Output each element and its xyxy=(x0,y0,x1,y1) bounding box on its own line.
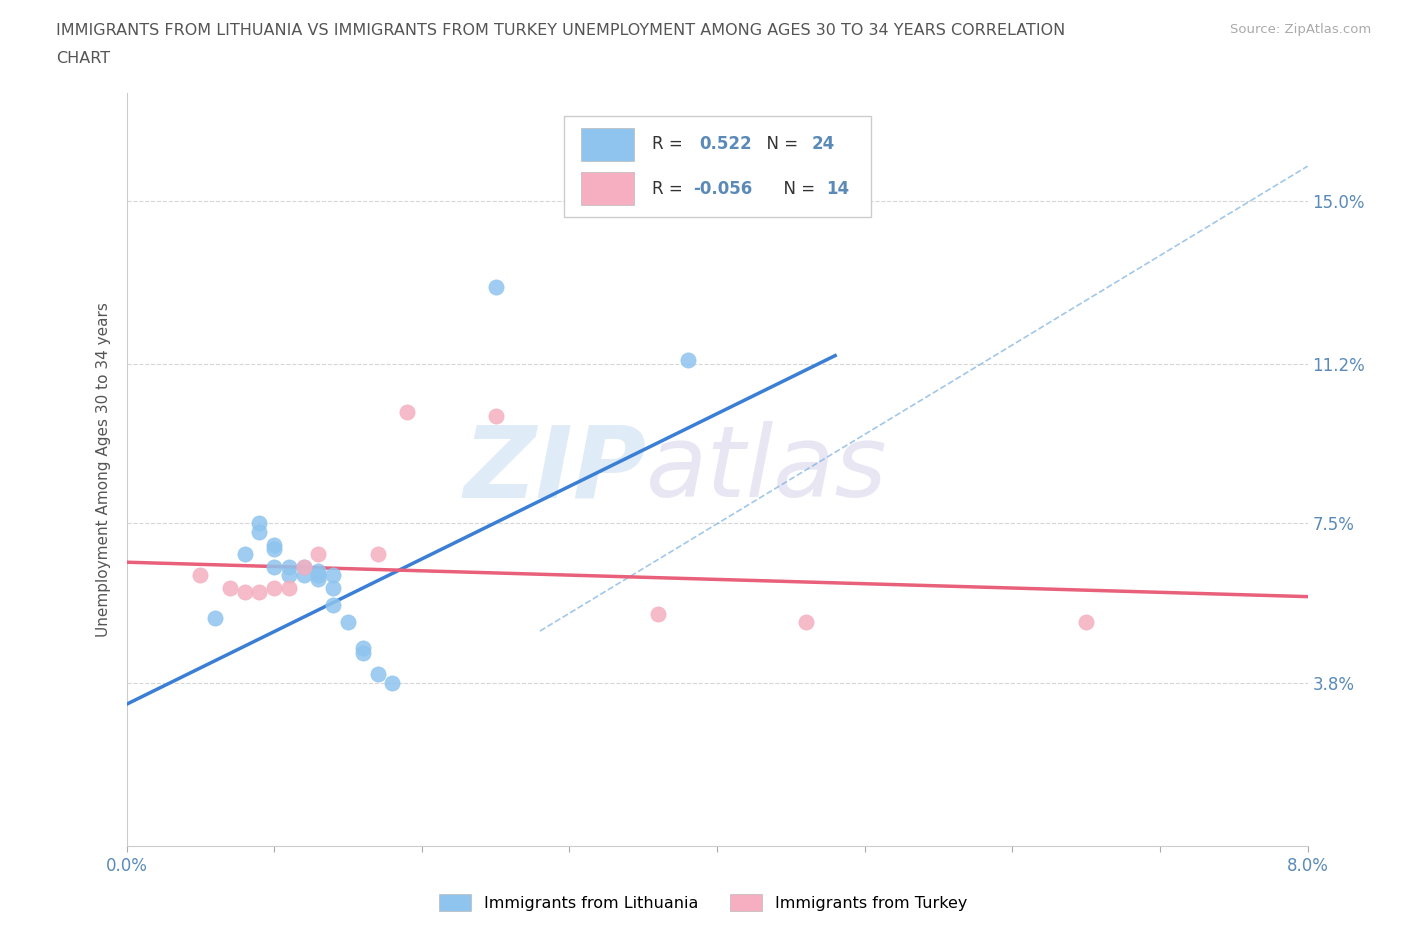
Text: R =: R = xyxy=(652,135,693,153)
Point xyxy=(307,567,329,582)
Point xyxy=(219,580,242,595)
Point xyxy=(322,567,344,582)
Text: 0.522: 0.522 xyxy=(699,135,752,153)
Point xyxy=(1076,615,1098,630)
Point xyxy=(188,567,212,582)
Point xyxy=(249,516,271,531)
Point xyxy=(322,598,344,613)
Point xyxy=(204,611,226,626)
Legend: Immigrants from Lithuania, Immigrants from Turkey: Immigrants from Lithuania, Immigrants fr… xyxy=(433,888,973,917)
Text: R =: R = xyxy=(652,179,688,198)
Point xyxy=(337,615,360,630)
Point xyxy=(233,585,256,600)
Text: CHART: CHART xyxy=(56,51,110,66)
FancyBboxPatch shape xyxy=(581,127,634,161)
Point xyxy=(263,538,285,552)
Point xyxy=(263,559,285,574)
Point xyxy=(292,559,315,574)
Point xyxy=(278,567,301,582)
Point xyxy=(396,405,419,419)
Point xyxy=(263,542,285,557)
Point xyxy=(292,559,315,574)
Point xyxy=(381,675,404,690)
Point xyxy=(322,580,344,595)
FancyBboxPatch shape xyxy=(581,172,634,206)
Point xyxy=(352,641,374,656)
Point xyxy=(367,667,389,682)
Text: atlas: atlas xyxy=(647,421,887,518)
Point xyxy=(292,567,315,582)
Text: Source: ZipAtlas.com: Source: ZipAtlas.com xyxy=(1230,23,1371,36)
Point xyxy=(484,408,508,423)
Point xyxy=(263,580,285,595)
Point xyxy=(249,525,271,539)
Point xyxy=(249,585,271,600)
Point xyxy=(307,564,329,578)
Text: 24: 24 xyxy=(811,135,835,153)
Text: N =: N = xyxy=(772,179,820,198)
Text: ZIP: ZIP xyxy=(463,421,647,518)
Y-axis label: Unemployment Among Ages 30 to 34 years: Unemployment Among Ages 30 to 34 years xyxy=(96,302,111,637)
Point xyxy=(794,615,817,630)
Text: N =: N = xyxy=(756,135,803,153)
Point xyxy=(352,645,374,660)
Point xyxy=(676,352,699,367)
Point xyxy=(484,279,508,294)
Point xyxy=(278,580,301,595)
Point xyxy=(307,572,329,587)
Text: IMMIGRANTS FROM LITHUANIA VS IMMIGRANTS FROM TURKEY UNEMPLOYMENT AMONG AGES 30 T: IMMIGRANTS FROM LITHUANIA VS IMMIGRANTS … xyxy=(56,23,1066,38)
FancyBboxPatch shape xyxy=(564,115,870,218)
Point xyxy=(233,546,256,561)
Text: 14: 14 xyxy=(825,179,849,198)
Point xyxy=(307,546,329,561)
Point xyxy=(367,546,389,561)
Point xyxy=(647,606,669,621)
Text: -0.056: -0.056 xyxy=(693,179,752,198)
Point xyxy=(278,559,301,574)
